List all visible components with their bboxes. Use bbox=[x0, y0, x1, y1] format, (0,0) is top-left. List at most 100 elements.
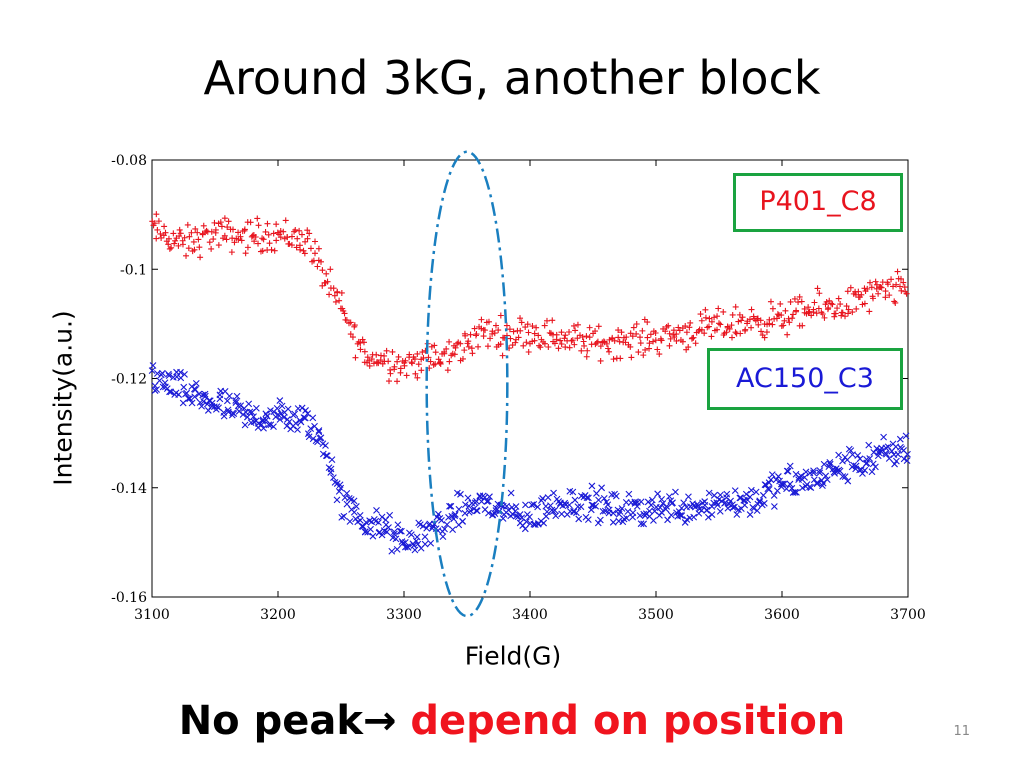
data-point bbox=[785, 315, 792, 322]
data-point bbox=[637, 498, 645, 506]
data-point bbox=[387, 370, 394, 377]
data-point bbox=[271, 247, 278, 254]
data-point bbox=[799, 322, 806, 329]
data-point bbox=[768, 471, 776, 479]
series-ac150-c3 bbox=[148, 362, 911, 555]
data-point bbox=[584, 516, 592, 523]
data-point bbox=[891, 298, 898, 305]
data-point bbox=[578, 347, 585, 354]
data-point bbox=[427, 358, 434, 365]
data-point bbox=[658, 337, 665, 344]
data-point bbox=[575, 515, 583, 523]
data-point bbox=[252, 404, 260, 412]
data-point bbox=[823, 298, 830, 305]
data-point bbox=[230, 410, 238, 417]
data-point bbox=[185, 245, 192, 252]
data-point bbox=[364, 354, 371, 361]
data-point bbox=[581, 342, 588, 349]
data-point bbox=[411, 546, 419, 554]
data-point bbox=[491, 330, 498, 337]
data-point bbox=[374, 358, 381, 365]
data-point bbox=[888, 276, 895, 283]
data-point bbox=[175, 242, 182, 249]
data-point bbox=[845, 306, 852, 313]
data-point bbox=[778, 312, 785, 319]
data-point bbox=[375, 519, 382, 526]
data-point bbox=[535, 332, 542, 339]
data-point bbox=[675, 508, 683, 515]
data-point bbox=[181, 371, 188, 378]
data-point bbox=[311, 250, 318, 257]
data-point bbox=[414, 540, 422, 548]
data-point bbox=[252, 234, 259, 241]
data-point bbox=[650, 338, 657, 345]
data-point bbox=[192, 386, 199, 393]
data-point bbox=[664, 516, 671, 524]
data-point bbox=[714, 313, 721, 320]
data-point bbox=[427, 539, 435, 547]
data-point bbox=[813, 310, 820, 317]
data-point bbox=[623, 514, 630, 522]
data-point bbox=[849, 451, 856, 458]
data-point bbox=[522, 501, 529, 509]
data-point bbox=[235, 229, 242, 236]
data-point bbox=[153, 235, 160, 242]
data-point bbox=[270, 230, 277, 237]
data-point bbox=[223, 236, 230, 243]
data-point bbox=[627, 343, 634, 350]
data-point bbox=[336, 297, 343, 304]
data-point bbox=[883, 450, 890, 458]
data-point bbox=[596, 516, 604, 524]
data-point bbox=[485, 318, 492, 325]
data-point bbox=[250, 418, 258, 426]
data-point bbox=[644, 334, 651, 341]
data-point bbox=[770, 492, 778, 499]
data-point bbox=[157, 230, 164, 237]
data-point bbox=[543, 317, 550, 324]
data-point bbox=[571, 341, 578, 348]
data-point bbox=[401, 543, 409, 551]
data-point bbox=[648, 496, 656, 504]
data-point bbox=[552, 512, 560, 520]
data-point bbox=[510, 328, 517, 335]
data-point bbox=[398, 527, 405, 535]
data-point bbox=[414, 374, 421, 381]
data-point bbox=[903, 290, 910, 297]
data-point bbox=[327, 469, 335, 476]
data-point bbox=[461, 347, 468, 354]
data-point bbox=[816, 290, 823, 297]
data-point bbox=[392, 535, 400, 543]
data-point bbox=[461, 509, 469, 517]
data-point bbox=[746, 511, 754, 518]
data-point bbox=[900, 279, 907, 286]
data-point bbox=[789, 315, 796, 322]
data-point bbox=[294, 235, 301, 242]
data-point bbox=[617, 355, 624, 362]
data-point bbox=[497, 341, 504, 348]
data-point bbox=[783, 485, 790, 493]
data-point bbox=[770, 503, 778, 510]
data-point bbox=[215, 242, 222, 249]
data-point bbox=[884, 443, 892, 451]
data-point bbox=[835, 451, 843, 459]
data-point bbox=[865, 441, 873, 449]
data-point bbox=[701, 330, 708, 337]
data-point bbox=[875, 290, 882, 297]
data-point bbox=[244, 244, 251, 251]
data-point bbox=[208, 228, 215, 235]
data-point bbox=[533, 324, 540, 331]
data-point bbox=[543, 508, 551, 516]
data-point bbox=[156, 377, 163, 384]
data-point bbox=[304, 410, 312, 417]
data-point bbox=[595, 323, 602, 330]
data-point bbox=[447, 502, 455, 510]
data-point bbox=[585, 494, 592, 502]
data-point bbox=[432, 349, 439, 356]
data-point bbox=[449, 526, 457, 534]
data-point bbox=[665, 493, 673, 500]
data-point bbox=[861, 300, 868, 307]
data-point bbox=[801, 305, 808, 312]
data-point bbox=[165, 370, 172, 378]
data-point bbox=[326, 291, 333, 298]
data-point bbox=[625, 490, 633, 498]
